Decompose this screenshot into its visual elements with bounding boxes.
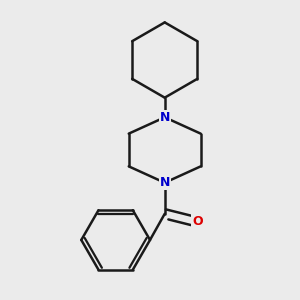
Text: N: N	[160, 176, 170, 189]
Text: O: O	[192, 215, 203, 229]
Text: N: N	[160, 111, 170, 124]
